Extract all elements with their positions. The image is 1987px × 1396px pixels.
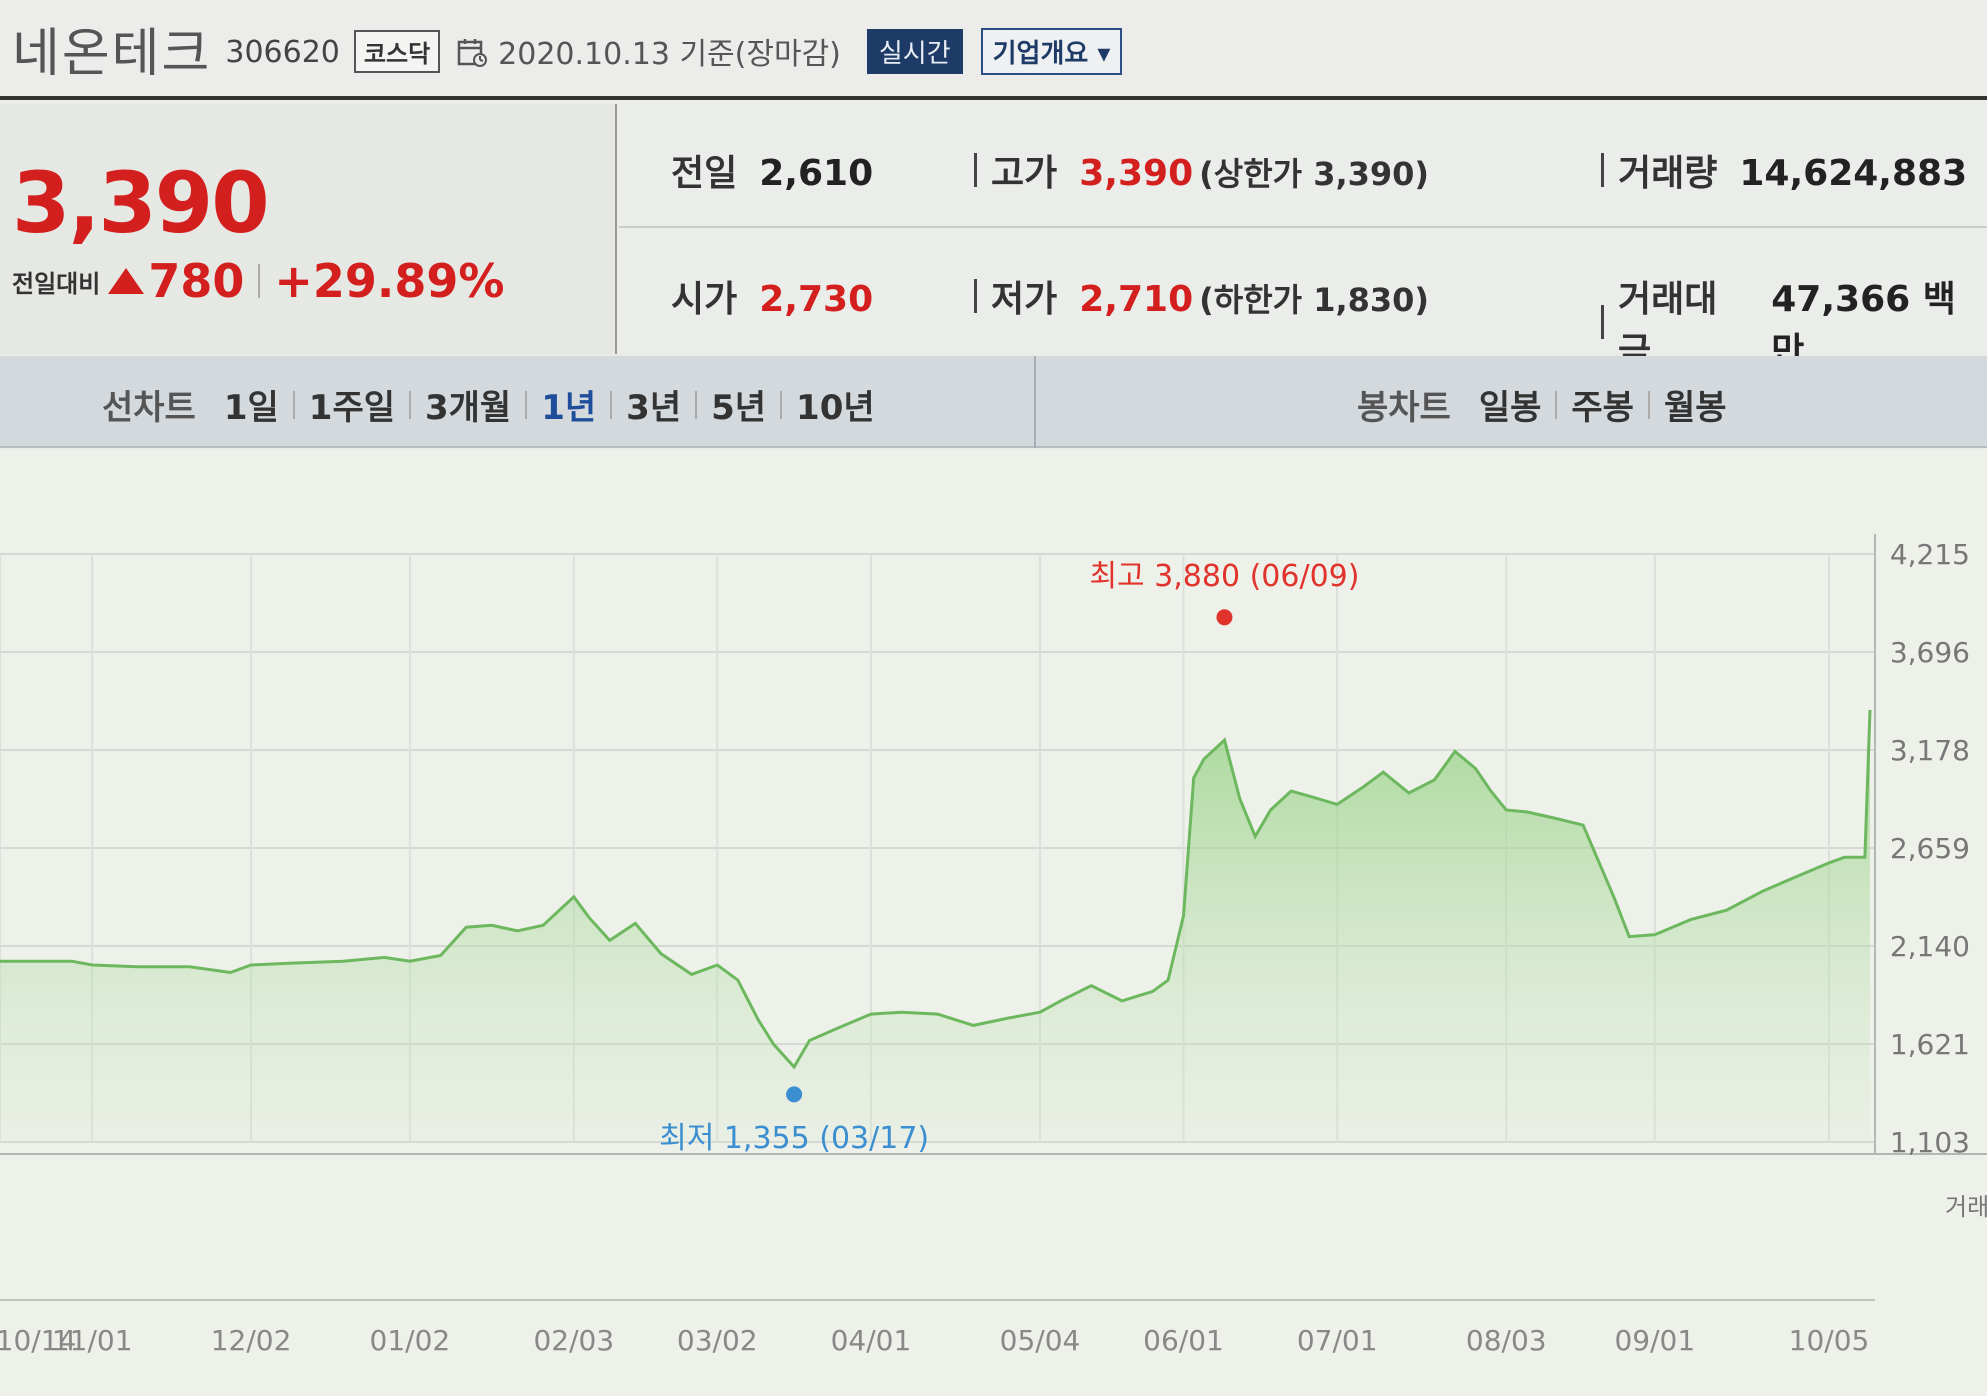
x-tick-label: 08/03: [1466, 1324, 1547, 1357]
divider: [780, 390, 783, 419]
tab-weekly-candle[interactable]: 주봉: [1571, 388, 1634, 428]
change-label: 전일대비: [12, 269, 101, 298]
tab-daily-candle[interactable]: 일봉: [1478, 388, 1542, 428]
chevron-down-icon: ▾: [1097, 38, 1111, 69]
stock-code: 306620: [225, 34, 340, 70]
high-annotation: 최고 3,880 (06/09): [1089, 559, 1359, 594]
change-value: 780: [148, 254, 245, 308]
divider: [258, 264, 261, 298]
base-date: 2020.10.13 기준(장마감): [498, 37, 841, 72]
volume-label: 거래량: [1618, 153, 1718, 194]
tab-line-chart[interactable]: 선차트: [102, 388, 196, 428]
x-tick-label: 07/01: [1297, 1324, 1378, 1357]
y-tick-label: 4,215: [1890, 538, 1970, 571]
price-chart-area: 4,215 3,696 3,178 2,659 2,140 1,621 1,103 10/1…: [0, 450, 1987, 1396]
calendar-icon: [456, 36, 488, 68]
y-tick-label: 2,140: [1890, 930, 1970, 963]
high-stat: 고가 3,390 (상한가 3,390): [974, 144, 1429, 196]
divider: [610, 390, 613, 419]
company-overview-label: 기업개요: [992, 38, 1089, 69]
chart-tabs: 선차트 1일 1주일 3개월 1년 3년 5년 10년 봉차트 일봉 주봉 월봉: [0, 356, 1987, 448]
stats-row: 시가 2,730 저가 2,710 (하한가 1,830) 거래대금 47,36…: [619, 230, 1987, 372]
divider: [695, 390, 698, 419]
low-value: 2,710: [1079, 279, 1194, 320]
stock-header: 네온테크 306620 코스닥 2020.10.13 기준(장마감) 실시간 기…: [0, 0, 1987, 100]
price-area: [0, 709, 1870, 1142]
tab-1-day[interactable]: 1일: [223, 388, 279, 428]
x-tick-label: 05/04: [1000, 1324, 1081, 1357]
y-tick-label: 3,178: [1890, 734, 1970, 767]
y-tick-label: 1,103: [1890, 1126, 1970, 1159]
x-tick-label: 09/01: [1614, 1324, 1695, 1357]
divider: [974, 153, 977, 187]
high-value: 3,390: [1079, 153, 1194, 194]
divider: [292, 390, 295, 419]
low-marker: [786, 1086, 803, 1103]
high-marker: [1216, 609, 1233, 626]
change-row: 전일대비 780 +29.89%: [12, 254, 505, 308]
volume-legend: 거래: [1945, 1193, 1987, 1221]
y-tick-label: 1,621: [1890, 1028, 1970, 1061]
prev-close-label: 전일: [671, 153, 738, 194]
tab-monthly-candle[interactable]: 월봉: [1663, 388, 1727, 428]
stats-row: 전일 2,610 고가 3,390 (상한가 3,390) 거래량 14,624…: [619, 104, 1987, 228]
stock-name: 네온테크: [12, 23, 212, 84]
prev-close-value: 2,610: [759, 153, 874, 194]
stats-panel: 전일 2,610 고가 3,390 (상한가 3,390) 거래량 14,624…: [619, 104, 1987, 372]
market-badge: 코스닥: [353, 29, 441, 73]
tab-1-week[interactable]: 1주일: [308, 388, 395, 428]
tab-3-month[interactable]: 3개월: [425, 388, 512, 428]
high-label: 고가: [991, 153, 1058, 194]
low-label: 저가: [991, 279, 1058, 320]
y-tick-label: 2,659: [1890, 832, 1970, 865]
price-line: [0, 709, 1872, 1070]
change-percent: +29.89%: [274, 254, 505, 308]
prev-close-stat: 전일 2,610: [671, 144, 873, 196]
y-tick-label: 3,696: [1890, 636, 1970, 669]
tab-3-year[interactable]: 3년: [626, 388, 682, 428]
lower-limit: (하한가 1,830): [1199, 281, 1430, 319]
divider: [409, 390, 411, 419]
x-tick-label: 06/01: [1143, 1324, 1224, 1357]
realtime-button[interactable]: 실시간: [866, 28, 963, 74]
x-tick-label: 10/05: [1789, 1324, 1870, 1357]
divider: [1647, 390, 1650, 419]
divider: [1601, 153, 1604, 187]
x-tick-label: 03/02: [677, 1324, 758, 1357]
divider: [1601, 305, 1604, 339]
open-stat: 시가 2,730: [671, 270, 873, 322]
divider: [974, 279, 977, 313]
current-price: 3,390: [12, 154, 270, 252]
x-tick-label: 04/01: [831, 1324, 912, 1357]
tab-10-year[interactable]: 10년: [796, 388, 875, 428]
tab-5-year[interactable]: 5년: [711, 388, 767, 428]
divider: [1034, 356, 1036, 448]
company-overview-button[interactable]: 기업개요 ▾: [980, 27, 1123, 75]
up-arrow-icon: [108, 268, 145, 294]
x-tick-label: 01/02: [370, 1324, 451, 1357]
price-chart[interactable]: 4,215 3,696 3,178 2,659 2,140 1,621 1,103 10/1…: [0, 450, 1987, 1396]
tab-candle-chart[interactable]: 봉차트: [1357, 388, 1451, 428]
volume-stat: 거래량 14,624,883: [1601, 144, 1967, 196]
amount-value: 47,366 백만: [1771, 279, 1956, 372]
divider: [1555, 390, 1558, 419]
low-stat: 저가 2,710 (하한가 1,830): [974, 270, 1429, 322]
price-panel: 3,390 전일대비 780 +29.89%: [0, 104, 617, 354]
x-tick-label: 10/14: [0, 1324, 76, 1357]
low-annotation: 최저 1,355 (03/17): [659, 1121, 929, 1156]
divider: [525, 390, 528, 419]
tab-1-year[interactable]: 1년: [541, 388, 597, 428]
x-tick-label: 02/03: [533, 1324, 614, 1357]
candle-tabs: 봉차트 일봉 주봉 월봉: [1343, 380, 1741, 429]
period-tabs: 선차트 1일 1주일 3개월 1년 3년 5년 10년: [88, 380, 889, 429]
x-tick-label: 11/01: [52, 1324, 133, 1357]
x-tick-label: 12/02: [211, 1324, 292, 1357]
open-label: 시가: [671, 279, 738, 320]
volume-value: 14,624,883: [1739, 153, 1968, 194]
upper-limit: (상한가 3,390): [1199, 155, 1430, 193]
open-value: 2,730: [759, 279, 874, 320]
